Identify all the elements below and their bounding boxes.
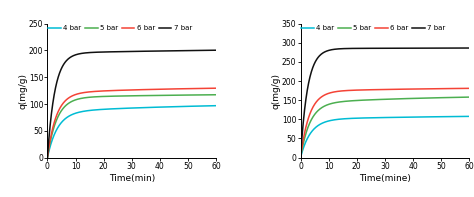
- 4 bar: [209, 105, 215, 107]
- 6 bar: [209, 87, 215, 89]
- Legend: 4 bar, 5 bar, 6 bar, 7 bar: 4 bar, 5 bar, 6 bar, 7 bar: [301, 24, 446, 32]
- 6 bar: [379, 88, 384, 91]
- 7 bar: [183, 49, 189, 52]
- Line: 5 bar: 5 bar: [47, 95, 216, 158]
- 4 bar: [466, 115, 472, 118]
- 7 bar: [462, 47, 468, 49]
- 4 bar: [183, 105, 189, 108]
- 6 bar: [298, 156, 303, 159]
- 5 bar: [298, 156, 303, 159]
- 5 bar: [378, 98, 383, 101]
- 5 bar: [145, 94, 151, 97]
- 5 bar: [125, 95, 130, 97]
- Line: 6 bar: 6 bar: [47, 88, 216, 158]
- Line: 7 bar: 7 bar: [47, 50, 216, 158]
- 6 bar: [145, 88, 151, 91]
- 6 bar: [389, 88, 395, 91]
- 7 bar: [145, 50, 151, 52]
- 5 bar: [462, 96, 468, 98]
- 6 bar: [436, 87, 442, 90]
- X-axis label: Time(mine): Time(mine): [359, 174, 411, 183]
- 4 bar: [379, 116, 384, 119]
- 5 bar: [183, 94, 189, 96]
- 7 bar: [398, 47, 404, 49]
- 7 bar: [379, 47, 384, 49]
- Y-axis label: q(mg/g): q(mg/g): [271, 73, 280, 109]
- 7 bar: [298, 156, 303, 159]
- 5 bar: [213, 94, 219, 96]
- 7 bar: [378, 47, 383, 49]
- 5 bar: [209, 94, 215, 96]
- 4 bar: [436, 116, 442, 118]
- X-axis label: Time(min): Time(min): [109, 174, 155, 183]
- 7 bar: [126, 50, 131, 53]
- 6 bar: [125, 89, 130, 91]
- 4 bar: [213, 104, 219, 107]
- 7 bar: [213, 49, 219, 51]
- 6 bar: [126, 89, 131, 91]
- 7 bar: [136, 50, 142, 53]
- Y-axis label: q(mg/g): q(mg/g): [18, 73, 27, 109]
- 6 bar: [398, 88, 404, 90]
- 4 bar: [378, 116, 383, 119]
- 5 bar: [398, 98, 404, 100]
- 5 bar: [136, 95, 142, 97]
- 4 bar: [389, 116, 395, 119]
- 5 bar: [126, 95, 131, 97]
- 6 bar: [378, 88, 383, 91]
- 5 bar: [45, 156, 50, 159]
- Legend: 4 bar, 5 bar, 6 bar, 7 bar: 4 bar, 5 bar, 6 bar, 7 bar: [47, 24, 192, 32]
- 6 bar: [462, 87, 468, 90]
- 6 bar: [45, 156, 50, 159]
- 4 bar: [125, 107, 130, 109]
- 4 bar: [126, 107, 131, 109]
- Line: 7 bar: 7 bar: [301, 48, 469, 158]
- 7 bar: [389, 47, 395, 49]
- Line: 5 bar: 5 bar: [301, 97, 469, 158]
- 4 bar: [145, 106, 151, 109]
- 6 bar: [183, 87, 189, 90]
- 7 bar: [436, 47, 442, 49]
- Line: 4 bar: 4 bar: [301, 116, 469, 158]
- 7 bar: [45, 156, 50, 159]
- 7 bar: [466, 47, 472, 49]
- 6 bar: [466, 87, 472, 89]
- 4 bar: [136, 107, 142, 109]
- 5 bar: [389, 98, 395, 100]
- Line: 6 bar: 6 bar: [301, 88, 469, 158]
- 6 bar: [136, 89, 142, 91]
- 4 bar: [462, 115, 468, 118]
- 5 bar: [379, 98, 384, 101]
- 7 bar: [209, 49, 215, 51]
- 5 bar: [436, 97, 442, 99]
- 4 bar: [45, 156, 50, 159]
- Line: 4 bar: 4 bar: [47, 106, 216, 158]
- 6 bar: [213, 87, 219, 89]
- 5 bar: [466, 96, 472, 98]
- 4 bar: [298, 156, 303, 159]
- 4 bar: [398, 116, 404, 118]
- 7 bar: [125, 50, 130, 53]
